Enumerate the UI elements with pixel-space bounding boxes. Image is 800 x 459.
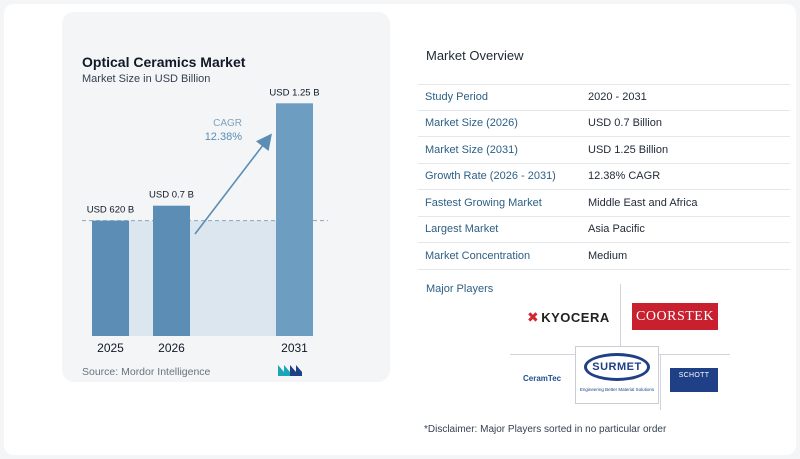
bar-2031 (276, 103, 313, 336)
cagr-label: CAGR (213, 118, 242, 129)
ceramtec-logo: CeramTec (523, 374, 562, 383)
bar-2026 (153, 205, 190, 336)
overview-value: 12.38% CAGR (588, 170, 661, 183)
chart-title: Optical Ceramics Market (82, 54, 246, 70)
x-tick-2031: 2031 (281, 341, 308, 355)
overview-value: Middle East and Africa (588, 196, 698, 209)
overview-key: Fastest Growing Market (425, 196, 542, 209)
overview-key: Largest Market (425, 223, 499, 236)
surmet-logo: SURMET Engineering Better Material Solut… (575, 346, 659, 404)
value-label-2026: USD 0.7 B (149, 190, 194, 201)
bar-2025 (92, 220, 129, 336)
overview-key: Study Period (425, 91, 488, 104)
overview-value: 2020 - 2031 (588, 91, 647, 104)
source-note: Source: Mordor Intelligence (82, 366, 211, 378)
kyocera-logo: ✖ KYOCERA (527, 309, 610, 326)
cagr-arrow (194, 133, 272, 235)
value-label-2025: USD 620 B (87, 205, 135, 216)
overview-value: Asia Pacific (588, 223, 645, 236)
coorstek-logo: COORSTEK (632, 303, 718, 330)
cagr-value: 12.38% (205, 131, 243, 143)
overview-key: Market Size (2031) (425, 143, 518, 156)
major-players-title: Major Players (426, 283, 494, 295)
overview-key: Growth Rate (2026 - 2031) (425, 170, 556, 183)
grid-divider (620, 284, 621, 354)
chart-subtitle: Market Size in USD Billion (82, 73, 211, 85)
mordor-intelligence-logo-icon (278, 365, 302, 376)
overview-row-growth-rate: Growth Rate (2026 - 2031) 12.38% CAGR (418, 164, 790, 190)
overview-row-concentration: Market Concentration Medium (418, 243, 790, 270)
overview-key: Market Concentration (425, 249, 531, 262)
x-tick-2026: 2026 (158, 341, 185, 355)
overview-row-fastest-growing: Fastest Growing Market Middle East and A… (418, 190, 790, 217)
kyocera-wordmark: KYOCERA (541, 310, 610, 325)
overview-row-largest-market: Largest Market Asia Pacific (418, 217, 790, 243)
x-tick-2025: 2025 (97, 341, 124, 355)
schott-logo: SCHOTT (670, 368, 718, 392)
overview-title: Market Overview (426, 48, 524, 63)
disclaimer: *Disclaimer: Major Players sorted in no … (424, 424, 667, 435)
value-label-2031: USD 1.25 B (269, 87, 319, 98)
surmet-tagline: Engineering Better Material Solutions (579, 387, 655, 392)
overview-row-market-size-2026: Market Size (2026) USD 0.7 Billion (418, 111, 790, 137)
overview-value: USD 0.7 Billion (588, 117, 662, 130)
overview-table: Study Period 2020 - 2031 Market Size (20… (418, 84, 790, 270)
overview-value: USD 1.25 Billion (588, 143, 669, 156)
kyocera-mark-icon: ✖ (527, 309, 540, 325)
surmet-wordmark: SURMET (584, 353, 650, 381)
grid-divider (660, 354, 661, 410)
overview-row-study-period: Study Period 2020 - 2031 (418, 84, 790, 111)
overview-value: Medium (588, 249, 628, 262)
overview-key: Market Size (2026) (425, 117, 518, 130)
overview-row-market-size-2031: Market Size (2031) USD 1.25 Billion (418, 137, 790, 164)
